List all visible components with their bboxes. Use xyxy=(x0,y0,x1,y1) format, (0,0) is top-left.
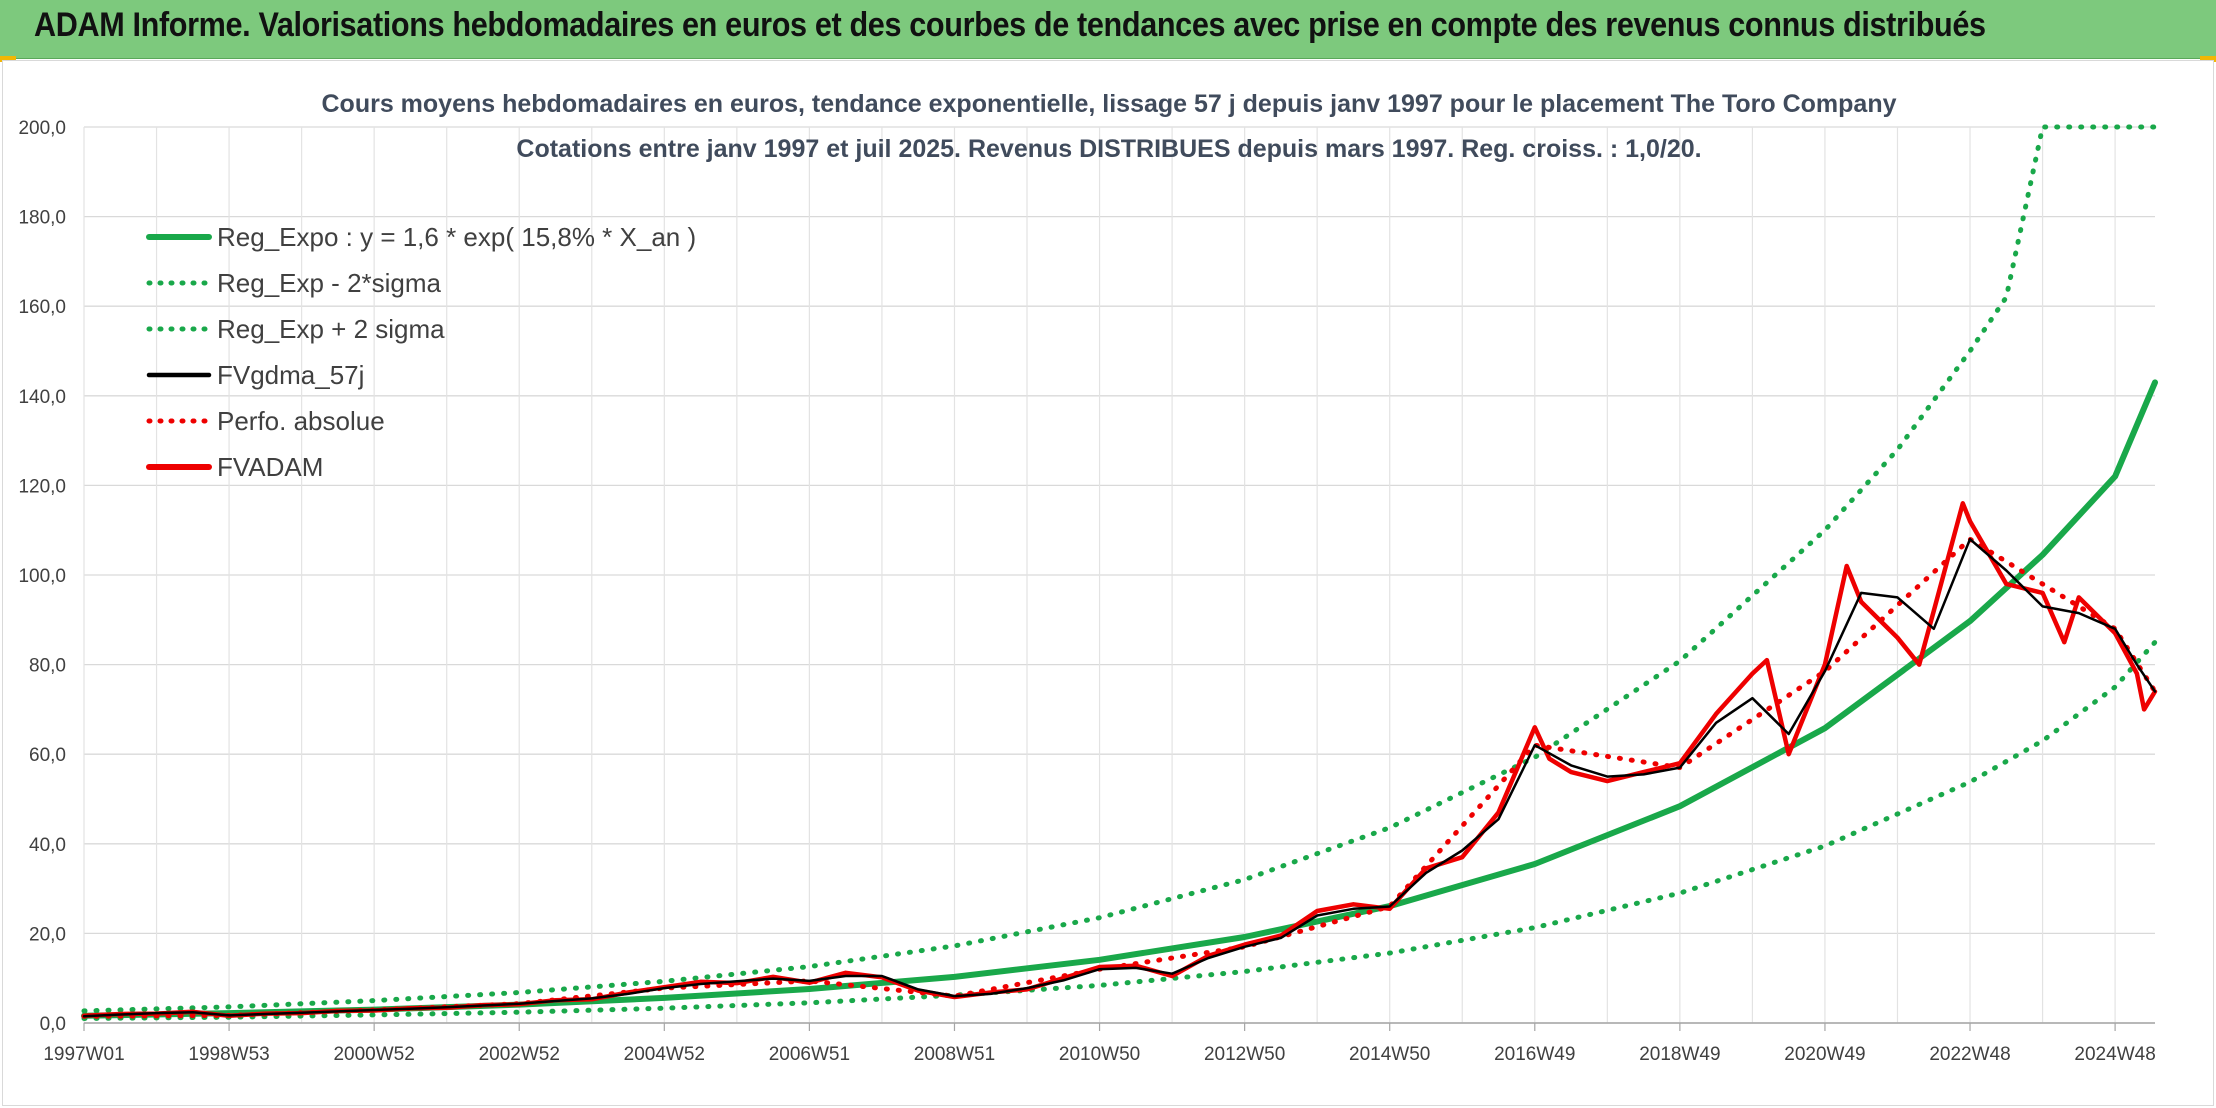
x-tick-label: 2000W52 xyxy=(333,1044,414,1065)
x-tick-label: 2018W49 xyxy=(1639,1044,1720,1065)
chart-title: Cours moyens hebdomadaires en euros, ten… xyxy=(322,90,1897,118)
x-tick-label: 2002W52 xyxy=(479,1044,560,1065)
corner-accent-left xyxy=(0,56,16,62)
chart-subtitle: Cotations entre janv 1997 et juil 2025. … xyxy=(516,135,1701,163)
y-axis: 0,0 20,0 40,0 60,0 80,0 100,0 120,0 140,0 160,0 1… xyxy=(18,118,66,1035)
series-line xyxy=(81,536,2158,1019)
legend-label: Perfo. absolue xyxy=(217,406,385,436)
series-line xyxy=(82,537,2157,1018)
x-tick-label: 2016W49 xyxy=(1494,1044,1575,1065)
x-tick-label: 2010W50 xyxy=(1059,1044,1140,1065)
y-tick-label: 100,0 xyxy=(18,566,66,587)
y-tick-label: 200,0 xyxy=(18,118,66,139)
x-tick-label: 2012W50 xyxy=(1204,1044,1285,1065)
series-layer xyxy=(81,124,2158,1021)
x-axis: 1997W01 1998W53 2000W52 2002W52 2004W52 2006W… xyxy=(43,1022,2156,1065)
y-tick-label: 180,0 xyxy=(18,208,66,229)
series-line xyxy=(81,501,2158,1019)
corner-accent-right xyxy=(2200,56,2216,62)
legend-label: Reg_Exp - 2*sigma xyxy=(217,268,442,298)
legend-label: FVgdma_57j xyxy=(217,360,364,390)
x-tick-label: 2022W48 xyxy=(1929,1044,2010,1065)
series-line xyxy=(81,124,2158,1014)
x-tick-label: 1998W53 xyxy=(188,1044,269,1065)
legend: Reg_Expo : y = 1,6 * exp( 15,8% * X_an )… xyxy=(146,222,696,482)
y-tick-label: 0,0 xyxy=(40,1014,66,1035)
x-tick-label: 2020W49 xyxy=(1784,1044,1865,1065)
y-tick-label: 80,0 xyxy=(29,656,66,677)
report-banner: ADAM Informe. Valorisations hebdomadaire… xyxy=(0,0,2216,59)
series-line xyxy=(81,379,2158,1019)
chart-area: 0,0 20,0 40,0 60,0 80,0 100,0 120,0 140,0 160,0 1… xyxy=(2,60,2214,1106)
x-tick-label: 2006W51 xyxy=(769,1044,850,1065)
legend-label: FVADAM xyxy=(217,452,323,482)
y-tick-label: 120,0 xyxy=(18,476,66,497)
y-tick-label: 60,0 xyxy=(29,745,66,766)
legend-label: Reg_Exp + 2 sigma xyxy=(217,314,445,344)
y-tick-label: 140,0 xyxy=(18,387,66,408)
y-tick-label: 40,0 xyxy=(29,835,66,856)
report-title: ADAM Informe. Valorisations hebdomadaire… xyxy=(34,6,1986,44)
x-tick-label: 2024W48 xyxy=(2074,1044,2155,1065)
legend-label: Reg_Expo : y = 1,6 * exp( 15,8% * X_an ) xyxy=(217,222,696,252)
x-tick-label: 2014W50 xyxy=(1349,1044,1430,1065)
series-line xyxy=(81,639,2158,1021)
x-tick-label: 2008W51 xyxy=(914,1044,995,1065)
x-tick-label: 1997W01 xyxy=(43,1044,124,1065)
line-chart: 0,0 20,0 40,0 60,0 80,0 100,0 120,0 140,0 160,0 1… xyxy=(18,90,2158,1065)
grid-lines xyxy=(83,126,2155,1024)
x-tick-label: 2004W52 xyxy=(624,1044,705,1065)
y-tick-label: 20,0 xyxy=(29,924,66,945)
y-tick-label: 160,0 xyxy=(18,297,66,318)
